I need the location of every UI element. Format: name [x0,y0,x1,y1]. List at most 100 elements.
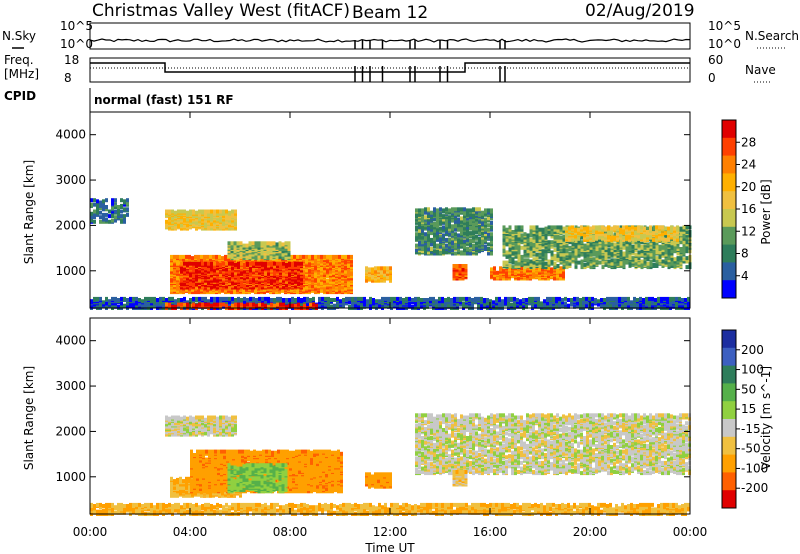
data-cell [249,268,252,273]
nsearch-label: N.Search [745,29,799,43]
data-cell [436,224,439,229]
data-cell [285,304,288,309]
data-cell [237,296,240,301]
data-cell [252,285,255,290]
data-cell [234,298,237,302]
data-cell [207,212,210,217]
data-cell [567,298,570,302]
data-cell [579,302,582,307]
data-cell [90,198,93,203]
data-cell [276,296,279,301]
data-cell [308,269,311,274]
data-cell [546,301,549,306]
data-cell [171,209,174,214]
data-cell [111,218,114,223]
data-cell [242,243,246,248]
data-cell [203,254,206,259]
data-cell [93,215,96,220]
data-cell [329,254,332,259]
data-cell [183,302,186,307]
data-cell [687,302,690,307]
data-cell [96,296,99,301]
data-cell [636,298,639,302]
data-cell [627,301,630,306]
data-cell [519,301,522,306]
data-cell [375,304,378,309]
data-cell [108,214,111,219]
data-cell [312,302,315,307]
data-cell [576,296,579,301]
data-cell [233,248,237,253]
data-cell [177,219,180,224]
data-cell [219,211,222,216]
data-cell [471,298,474,302]
data-cell [672,296,675,301]
data-cell [507,300,510,305]
data-cell [348,296,351,301]
data-cell [675,296,678,301]
data-cell [105,205,108,209]
data-cell [438,296,441,301]
data-cell [309,300,312,305]
data-cell [399,300,402,305]
data-cell [381,296,384,301]
data-cell [234,302,237,307]
data-cell [576,301,579,306]
data-cell [669,300,672,305]
data-cell [221,256,224,261]
data-cell [222,296,225,301]
data-cell [96,304,99,309]
data-cell [654,298,657,302]
data-cell [93,198,96,203]
data-cell [424,232,427,237]
data-cell [663,302,666,307]
data-cell [102,219,105,224]
data-cell [147,302,150,307]
data-cell [498,304,501,309]
data-cell [326,278,329,283]
data-cell [326,258,329,263]
data-cell [423,298,426,302]
data-cell [365,266,368,271]
data-cell [90,211,93,216]
data-cell [206,254,209,259]
data-cell [171,304,174,309]
data-cell [332,254,335,259]
data-cell [93,296,96,301]
data-cell [600,303,603,308]
data-cell [516,300,519,305]
data-cell [411,304,414,309]
data-cell [306,302,309,307]
data-cell [513,302,516,307]
data-cell [263,241,267,246]
data-cell [201,261,204,266]
data-cell [338,254,341,259]
data-cell [114,218,117,223]
data-cell [225,303,228,308]
data-cell [111,198,114,203]
data-cell [330,304,333,309]
data-cell [430,210,433,215]
data-cell [206,287,209,292]
data-cell [189,217,192,222]
data-cell [248,253,252,258]
data-cell [393,301,396,306]
data-cell [294,277,297,282]
data-cell [260,257,263,262]
data-cell [194,254,197,259]
data-cell [389,266,392,271]
data-cell [427,207,430,212]
data-cell [421,245,424,250]
data-cell [405,296,408,301]
data-cell [480,304,483,309]
data-cell [459,300,462,305]
data-cell [249,261,252,266]
data-cell [582,299,585,304]
data-cell [260,241,264,246]
data-cell [648,299,651,304]
data-cell [108,209,111,214]
data-cell [201,220,204,225]
data-cell [191,256,194,261]
data-cell [344,282,347,287]
